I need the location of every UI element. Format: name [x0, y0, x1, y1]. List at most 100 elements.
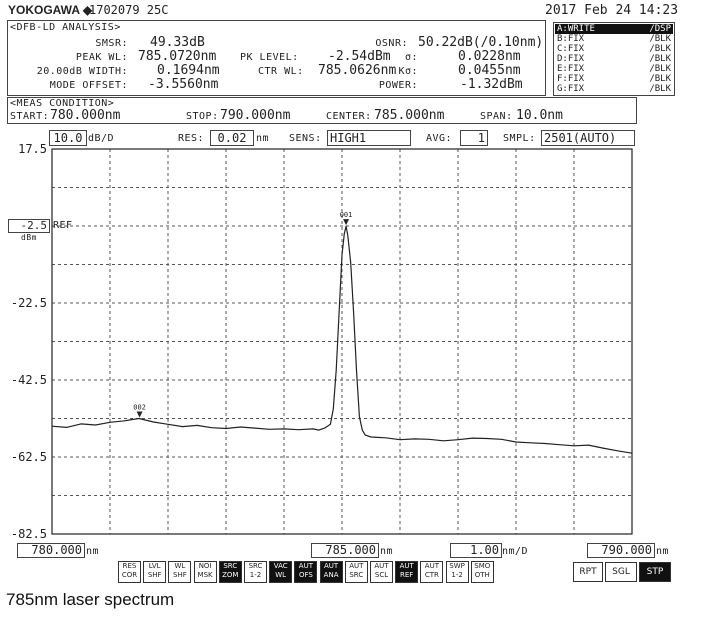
- spectrum-chart[interactable]: 17.5 -22.5 -42.5 -62.5 -82.5 001 002: [0, 0, 703, 560]
- softkey-label: SRC: [223, 562, 238, 570]
- softkey-button[interactable]: RES COR: [118, 561, 141, 583]
- softkey-label: SMO: [474, 562, 491, 570]
- softkey-button[interactable]: AUT SCL: [370, 561, 393, 583]
- analysis-title: <DFB-LD ANALYSIS>: [10, 22, 121, 33]
- spectrum-trace: [51, 225, 633, 454]
- trace-mode: /BLK: [649, 44, 671, 54]
- softkey-button[interactable]: SRC 1-2: [244, 561, 267, 583]
- run-key-rpt[interactable]: RPT: [573, 562, 603, 582]
- ctr-wl-value: 785.0626nm: [318, 63, 397, 78]
- softkey-label: WL: [275, 571, 287, 579]
- res-value: 0.02: [217, 131, 247, 145]
- div-value: 1.00: [470, 543, 499, 557]
- ref-unit: dBm: [21, 233, 37, 242]
- pk-level-label: PK LEVEL:: [240, 52, 299, 63]
- smsr-label: SMSR:: [95, 38, 128, 49]
- sens-field[interactable]: HIGH1: [327, 130, 411, 146]
- trace-row[interactable]: E:FIX/BLK: [555, 64, 673, 74]
- sens-label: SENS:: [289, 133, 322, 144]
- softkey-label: SRC: [349, 571, 364, 579]
- stop-wl-field[interactable]: 790.000: [587, 543, 655, 558]
- softkey-label: LVL: [148, 562, 161, 570]
- ctr-wl-label: CTR WL:: [258, 66, 304, 77]
- sigma-label: σ:: [404, 52, 418, 63]
- softkey-label: AUT: [374, 562, 389, 570]
- start-wl-field[interactable]: 780.000: [17, 543, 85, 558]
- softkey-label: SHF: [147, 571, 162, 579]
- res-field[interactable]: 0.02: [210, 130, 254, 146]
- peak-wl-label: PEAK WL:: [75, 52, 128, 63]
- trace-name: E:FIX: [557, 64, 585, 74]
- center-wl-unit: nm: [380, 546, 394, 557]
- smpl-value: 2501(AUTO): [544, 131, 617, 145]
- softkey-button[interactable]: AUT REF: [395, 561, 419, 583]
- pk-level-value: -2.54dBm: [328, 49, 391, 64]
- center-value: 785.000nm: [374, 108, 445, 123]
- smpl-label: SMPL:: [503, 133, 536, 144]
- softkey-label: COR: [121, 571, 138, 579]
- trace-name: D:FIX: [557, 54, 585, 64]
- run-key-stp[interactable]: STP: [639, 562, 671, 582]
- osnr-label: OSNR:: [375, 38, 408, 49]
- trace-name: G:FIX: [557, 84, 585, 94]
- start-wl-value: 780.000: [31, 543, 82, 557]
- softkey-button[interactable]: NOI MSK: [193, 561, 217, 583]
- softkey-label: AUT: [323, 562, 339, 570]
- datetime: 2017 Feb 24 14:23: [545, 3, 679, 18]
- softkey-button[interactable]: AUT CTR: [420, 561, 444, 583]
- softkey-label: OFS: [298, 571, 313, 579]
- y-tick-label: -42.5: [11, 373, 47, 387]
- res-unit: nm: [256, 133, 270, 144]
- span-value: 10.0nm: [516, 108, 563, 123]
- center-wl-field[interactable]: 785.000: [311, 543, 379, 558]
- softkey-label: CTR: [424, 571, 439, 579]
- softkey-button[interactable]: AUT OFS: [294, 561, 318, 583]
- softkey-button[interactable]: AUT SRC: [344, 561, 368, 583]
- ref-label: REF: [53, 220, 73, 231]
- width-value: 0.1694nm: [157, 63, 220, 78]
- softkey-label: ANA: [323, 571, 339, 579]
- softkey-button[interactable]: LVL SHF: [143, 561, 167, 583]
- stop-label: STOP:: [186, 111, 219, 122]
- trace-row[interactable]: C:FIX/BLK: [555, 44, 673, 54]
- trace-row[interactable]: G:FIX/BLK: [555, 84, 673, 94]
- trace-row[interactable]: A:WRITE/DSP: [555, 24, 673, 34]
- ref-level-value: -2.5: [20, 219, 48, 232]
- softkey-button[interactable]: VAC WL: [269, 561, 293, 583]
- sigma-value: 0.0228nm: [458, 49, 521, 64]
- peak-wl-value: 785.0720nm: [138, 49, 217, 64]
- softkey-button[interactable]: SWP 1-2: [445, 561, 469, 583]
- marker-icon: [136, 411, 143, 418]
- y-tick-label: 17.5: [18, 142, 47, 156]
- sens-value: HIGH1: [330, 131, 367, 145]
- div-field[interactable]: 1.00: [450, 543, 502, 558]
- smpl-field[interactable]: 2501(AUTO): [541, 130, 635, 146]
- width-label: 20.00dB WIDTH:: [36, 66, 128, 77]
- avg-field[interactable]: 1: [460, 130, 488, 146]
- softkey-label: ZOM: [222, 571, 239, 579]
- figure-caption: 785nm laser spectrum: [6, 590, 175, 609]
- marker-label: 001: [340, 211, 353, 219]
- ksigma-value: 0.0455nm: [458, 63, 521, 78]
- span-label: SPAN:: [480, 111, 513, 122]
- ref-level-field[interactable]: -2.5: [8, 219, 50, 233]
- run-key-sgl[interactable]: SGL: [605, 562, 637, 582]
- trace-row[interactable]: B:FIX/BLK: [555, 34, 673, 44]
- instrument-id: 1702079 25C: [89, 3, 169, 17]
- power-label: POWER:: [378, 80, 418, 91]
- mode-offset-label: MODE OFFSET:: [49, 80, 128, 91]
- trace-row[interactable]: F:FIX/BLK: [555, 74, 673, 84]
- trace-row[interactable]: D:FIX/BLK: [555, 54, 673, 64]
- softkey-label: SCL: [374, 571, 389, 579]
- softkey-button[interactable]: SRC ZOM: [218, 561, 242, 583]
- softkey-label: RES: [122, 562, 137, 570]
- scale-field[interactable]: 10.0: [49, 130, 87, 146]
- softkey-button[interactable]: WL SHF: [168, 561, 192, 583]
- trace-mode: /BLK: [649, 74, 671, 84]
- trace-name: B:FIX: [557, 34, 585, 44]
- softkey-label: AUT: [298, 562, 313, 570]
- y-tick-label: -82.5: [11, 527, 47, 541]
- softkey-button[interactable]: SMO OTH: [470, 561, 494, 583]
- softkey-button[interactable]: AUT ANA: [319, 561, 343, 583]
- softkey-label: AUT: [424, 562, 439, 570]
